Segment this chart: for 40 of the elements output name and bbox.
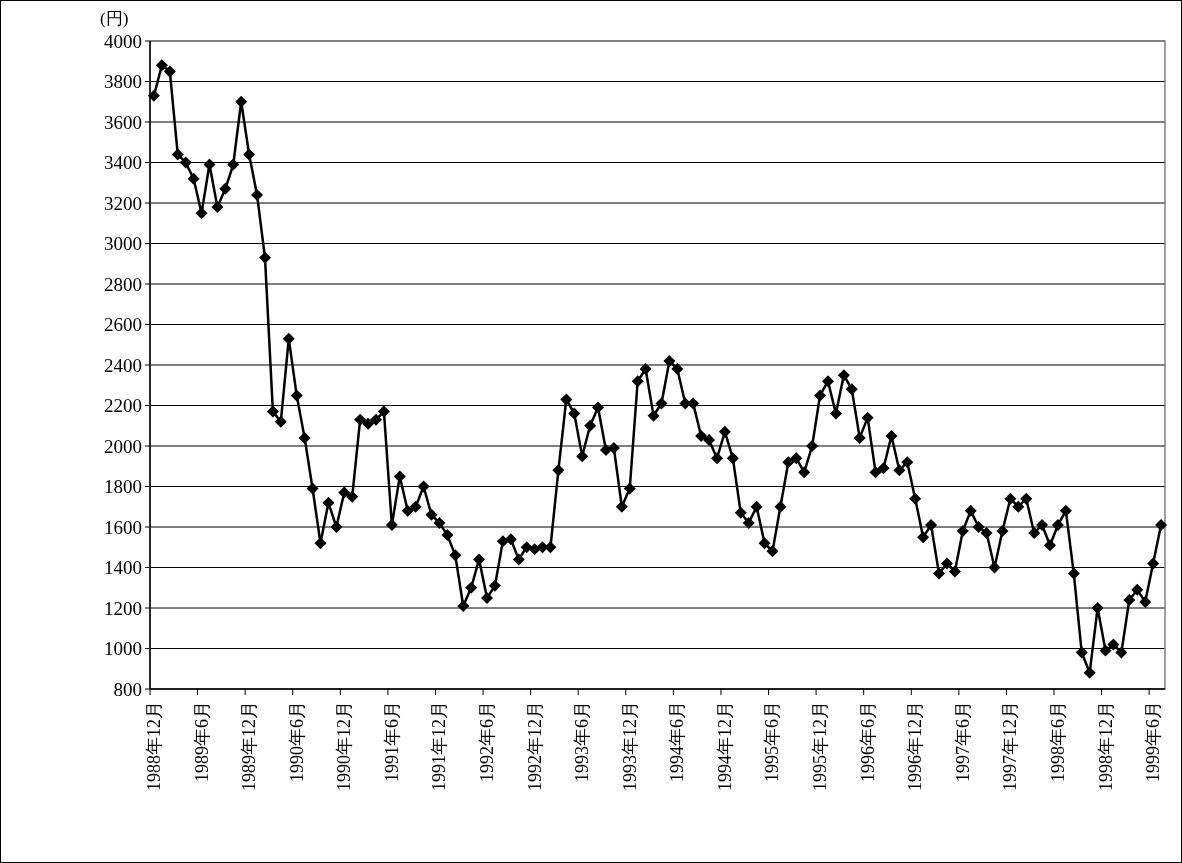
x-tick-label: 1993年12月 — [619, 701, 640, 791]
x-tick-label: 1991年6月 — [381, 701, 402, 782]
x-tick-label: 1994年6月 — [667, 701, 688, 782]
y-tick-label: 3200 — [104, 192, 142, 214]
x-tick-label: 1990年12月 — [334, 701, 355, 791]
x-tick-label: 1991年12月 — [429, 701, 450, 791]
x-tick-label: 1993年6月 — [572, 701, 593, 782]
x-tick-label: 1997年12月 — [1000, 701, 1021, 791]
y-axis-title: (円) — [100, 9, 129, 28]
x-tick-label: 1989年6月 — [191, 701, 212, 782]
x-tick-label: 1998年12月 — [1095, 701, 1116, 791]
x-tick-label: 1995年12月 — [810, 701, 831, 791]
x-tick-label: 1992年12月 — [524, 701, 545, 791]
y-tick-label: 3000 — [104, 233, 142, 254]
y-tick-label: 800 — [113, 678, 142, 700]
y-tick-label: 2800 — [104, 273, 142, 295]
y-tick-label: 1600 — [104, 516, 142, 538]
x-tick-label: 1992年6月 — [477, 701, 498, 782]
y-tick-label: 1400 — [104, 557, 142, 578]
x-tick-label: 1997年6月 — [952, 701, 973, 782]
y-tick-label: 1200 — [104, 597, 142, 619]
y-tick-label: 3400 — [104, 152, 142, 173]
y-tick-label: 2000 — [104, 435, 142, 457]
x-tick-label: 1996年12月 — [905, 701, 926, 791]
x-tick-label: 1989年12月 — [239, 701, 260, 791]
x-tick-label: 1995年6月 — [762, 701, 783, 782]
y-tick-label: 3800 — [104, 71, 142, 92]
y-tick-label: 1800 — [104, 476, 142, 497]
x-tick-label: 1988年12月 — [143, 701, 164, 791]
y-tick-label: 4000 — [104, 30, 142, 52]
x-tick-label: 1990年6月 — [286, 701, 307, 782]
y-tick-label: 3600 — [104, 111, 142, 133]
y-tick-label: 2600 — [104, 314, 142, 335]
x-tick-label: 1996年6月 — [857, 701, 878, 782]
x-tick-label: 1998年6月 — [1047, 701, 1068, 782]
x-tick-label: 1994年12月 — [714, 701, 735, 791]
y-tick-label: 2200 — [104, 395, 142, 416]
x-tick-label: 1999年6月 — [1143, 701, 1164, 782]
y-tick-label: 2400 — [104, 354, 142, 376]
y-tick-label: 1000 — [104, 638, 142, 659]
